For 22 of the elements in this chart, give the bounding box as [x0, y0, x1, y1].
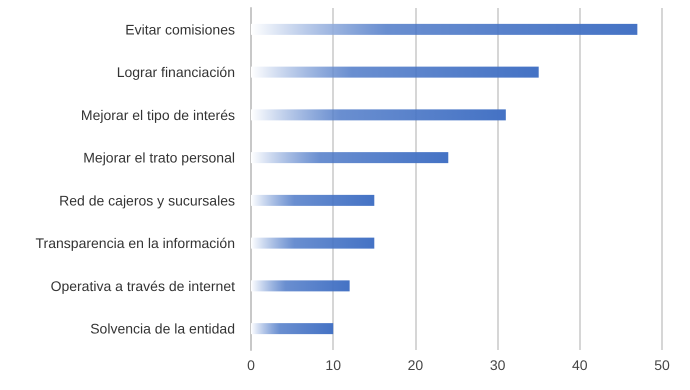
y-tick-label: Operativa a través de internet: [50, 278, 236, 294]
bar: [251, 194, 374, 206]
y-tick-label: Mejorar el trato personal: [83, 150, 235, 166]
bar: [251, 323, 334, 334]
bar: [251, 24, 638, 35]
y-tick-label: Evitar comisiones: [125, 21, 235, 38]
y-tick-label: Red de cajeros y sucursales: [59, 192, 235, 208]
y-tick-label: Lograr financiación: [116, 64, 235, 80]
bar: [251, 152, 448, 164]
bar: [251, 109, 506, 120]
x-tick-label: 50: [654, 357, 670, 373]
y-tick-label: Solvencia de la entidad: [90, 320, 235, 337]
x-tick-label: 0: [247, 357, 256, 373]
y-tick-label: Mejorar el tipo de interés: [80, 106, 235, 123]
y-tick-label: Transparencia en la información: [36, 235, 235, 252]
x-tick-label: 40: [572, 357, 588, 373]
bar: [251, 280, 350, 292]
bar: [251, 66, 539, 78]
x-tick-label: 30: [490, 357, 506, 373]
bar: [251, 238, 374, 249]
x-tick-label: 20: [408, 357, 424, 373]
x-tick-label: 10: [325, 357, 342, 373]
